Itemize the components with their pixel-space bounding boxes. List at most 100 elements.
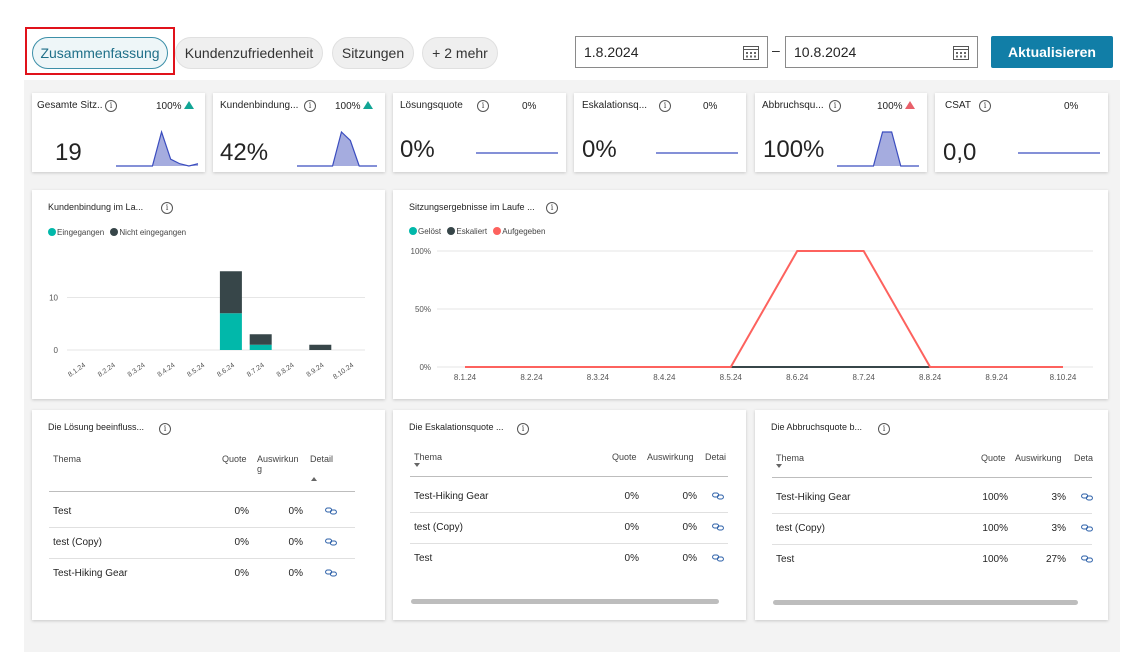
table-title: Die Abbruchsquote b... — [771, 422, 863, 432]
tab-zusammenfassung[interactable]: Zusammenfassung — [32, 37, 168, 69]
legend-item-eingegangen[interactable]: Eingegangen — [48, 228, 104, 237]
bar-segment[interactable] — [309, 344, 332, 350]
info-icon[interactable]: i — [546, 202, 558, 214]
legend-item-eskaliert[interactable]: Eskaliert — [447, 227, 487, 236]
info-icon[interactable]: i — [659, 100, 671, 112]
x-tick-label: 8.10.24 — [1050, 373, 1077, 382]
horizontal-scrollbar[interactable] — [773, 600, 1078, 605]
column-header-thema[interactable]: Thema — [53, 454, 82, 464]
info-icon[interactable]: i — [829, 100, 841, 112]
column-header-thema[interactable]: Thema — [414, 452, 443, 462]
horizontal-scrollbar[interactable] — [411, 599, 719, 604]
kpi-value: 0% — [400, 136, 435, 163]
date-from-input[interactable]: 1.8.2024 — [575, 36, 768, 68]
x-tick-label: 8.9.24 — [305, 362, 325, 379]
table-title: Die Lösung beeinfluss... — [48, 422, 145, 432]
x-tick-label: 8.2.24 — [97, 362, 117, 379]
kpi-card-escalation-rate[interactable]: Eskalationsq... i 0% 0% — [574, 93, 746, 172]
legend-item-geloest[interactable]: Gelöst — [409, 227, 441, 236]
kpi-trend-percent: 0% — [703, 101, 718, 112]
sort-descending-icon[interactable] — [414, 463, 420, 467]
sort-ascending-icon[interactable] — [311, 477, 317, 481]
x-tick-label: 8.4.24 — [653, 373, 676, 382]
info-icon[interactable]: i — [517, 423, 529, 435]
info-icon[interactable]: i — [161, 202, 173, 214]
calendar-icon[interactable] — [743, 45, 759, 60]
date-range-separator: – — [772, 42, 780, 58]
y-tick-label: 50% — [415, 305, 431, 314]
link-icon[interactable] — [1081, 493, 1093, 501]
info-icon[interactable]: i — [159, 423, 171, 435]
link-icon[interactable] — [325, 538, 337, 546]
bar-segment[interactable] — [249, 344, 272, 350]
sort-descending-icon[interactable] — [776, 464, 782, 468]
tab-sitzungen[interactable]: Sitzungen — [332, 37, 414, 69]
kpi-value: 19 — [55, 139, 82, 166]
column-header-detail[interactable]: Deta — [1074, 453, 1094, 463]
kpi-card-csat[interactable]: CSAT i 0% 0,0 — [935, 93, 1108, 172]
table-title: Die Eskalationsquote ... — [409, 422, 504, 432]
kpi-sparkline — [837, 131, 919, 167]
chart-legend: Eingegangen Nicht eingegangen — [48, 228, 190, 237]
x-tick-label: 8.5.24 — [720, 373, 743, 382]
row-divider — [772, 513, 1092, 514]
link-icon[interactable] — [1081, 555, 1093, 563]
column-header-detail[interactable]: Detail — [310, 454, 334, 464]
legend-dot — [493, 227, 502, 235]
column-header-auswirkung[interactable]: Auswirkung — [647, 452, 694, 462]
kpi-card-sessions[interactable]: Gesamte Sitz... i 100% 19 — [32, 93, 205, 172]
kpi-sparkline — [1018, 152, 1100, 154]
kpi-card-resolution-rate[interactable]: Lösungsquote i 0% 0% — [393, 93, 566, 172]
bar-segment[interactable] — [219, 271, 242, 314]
info-icon[interactable]: i — [979, 100, 991, 112]
kpi-card-retention[interactable]: Kundenbindung... i 100% 42% — [213, 93, 385, 172]
tab-kundenzufriedenheit[interactable]: Kundenzufriedenheit — [175, 37, 323, 69]
active-tab-highlight — [25, 27, 175, 75]
column-header-quote[interactable]: Quote — [981, 453, 1006, 463]
legend-item-aufgegeben[interactable]: Aufgegeben — [493, 227, 545, 236]
link-icon[interactable] — [1081, 524, 1093, 532]
y-tick-label: 0% — [419, 363, 431, 372]
y-tick-label: 0 — [54, 346, 59, 355]
cell-auswirkung: 0% — [288, 568, 303, 579]
cell-thema: test (Copy) — [776, 523, 825, 534]
x-tick-label: 8.10.24 — [332, 362, 355, 381]
header-divider — [772, 477, 1092, 478]
session-outcomes-line-chart: 0% 50% 100% 8.1.24 8.2.24 8.3.24 8.4.24 8.5.24 8… — [411, 247, 1093, 382]
link-icon[interactable] — [712, 554, 724, 562]
info-icon[interactable]: i — [878, 423, 890, 435]
link-icon[interactable] — [325, 507, 337, 515]
link-icon[interactable] — [712, 492, 724, 500]
cell-auswirkung: 0% — [288, 506, 303, 517]
update-button[interactable]: Aktualisieren — [991, 36, 1113, 68]
link-icon[interactable] — [325, 569, 337, 577]
date-to-input[interactable]: 10.8.2024 — [785, 36, 978, 68]
column-header-quote[interactable]: Quote — [222, 454, 247, 464]
column-header-thema[interactable]: Thema — [776, 453, 805, 463]
bar-segment[interactable] — [219, 313, 242, 350]
trend-up-icon — [904, 101, 915, 109]
cell-thema: Test-Hiking Gear — [776, 492, 851, 503]
kpi-title: Gesamte Sitz... — [37, 100, 103, 111]
info-icon[interactable]: i — [304, 100, 316, 112]
chart-legend: Gelöst Eskaliert Aufgegeben — [409, 227, 549, 236]
kpi-card-abandon-rate[interactable]: Abbruchsqu... i 100% 100% — [755, 93, 927, 172]
header-divider — [410, 476, 728, 477]
link-icon[interactable] — [712, 523, 724, 531]
calendar-icon[interactable] — [953, 45, 969, 60]
trend-up-icon — [362, 101, 373, 109]
bar-segment[interactable] — [249, 334, 272, 345]
column-header-detail[interactable]: Detai — [705, 452, 727, 462]
legend-item-nicht-eingegangen[interactable]: Nicht eingegangen — [110, 228, 186, 237]
info-icon[interactable]: i — [105, 100, 117, 112]
x-tick-label: 8.1.24 — [454, 373, 477, 382]
tab-more[interactable]: + 2 mehr — [422, 37, 498, 69]
abandon-impact-table-card: Die Abbruchsquote b... i Thema Quote Aus… — [755, 410, 1108, 620]
column-header-quote[interactable]: Quote — [612, 452, 637, 462]
kpi-trend-percent: 0% — [1064, 101, 1079, 112]
series-line[interactable] — [465, 250, 1063, 368]
kpi-sparkline — [656, 152, 738, 154]
info-icon[interactable]: i — [477, 100, 489, 112]
column-header-auswirkung[interactable]: Auswirkung — [1015, 453, 1062, 463]
